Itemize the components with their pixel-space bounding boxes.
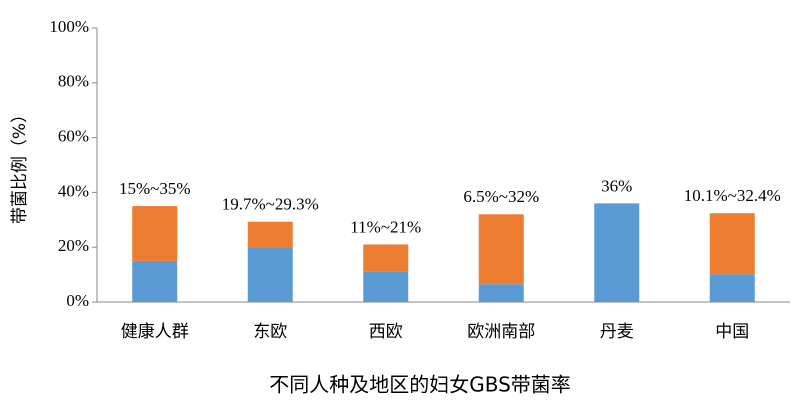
y-tick-label: 0% [66, 291, 89, 310]
bar-segment [478, 284, 524, 302]
y-tick-label: 100% [49, 17, 89, 36]
bar-segment [594, 203, 640, 302]
y-tick-label: 40% [58, 181, 89, 200]
bar-segment [247, 248, 293, 302]
x-tick-label: 西欧 [369, 322, 403, 342]
x-tick-label: 欧洲南部 [467, 322, 535, 342]
y-axis-title: 带菌比例（%） [10, 106, 30, 224]
y-tick-label: 20% [58, 236, 89, 255]
bar-label: 36% [601, 176, 632, 195]
bar-segment [132, 260, 178, 302]
x-tick-label: 中国 [715, 322, 749, 342]
bar-label: 19.7%~29.3% [222, 195, 319, 214]
x-tick-label: 丹麦 [600, 322, 634, 342]
x-tick-label: 健康人群 [121, 322, 189, 342]
bar-label: 6.5%~32% [463, 187, 539, 206]
bar-segment [478, 214, 524, 285]
bar-segment [363, 244, 409, 272]
bar-label: 11%~21% [350, 217, 421, 236]
bar-label: 10.1%~32.4% [684, 186, 781, 205]
bar-segment [363, 271, 409, 302]
bar-segment [709, 213, 755, 275]
bar-label: 15%~35% [119, 179, 191, 198]
bar-segment [132, 206, 178, 261]
y-tick-label: 60% [58, 127, 89, 146]
bar-segment [709, 274, 755, 302]
y-tick-label: 80% [58, 72, 89, 91]
x-axis-title: 不同人种及地区的妇女GBS带菌率 [269, 373, 571, 397]
bar-segment [247, 221, 293, 249]
x-tick-label: 东欧 [253, 322, 287, 342]
